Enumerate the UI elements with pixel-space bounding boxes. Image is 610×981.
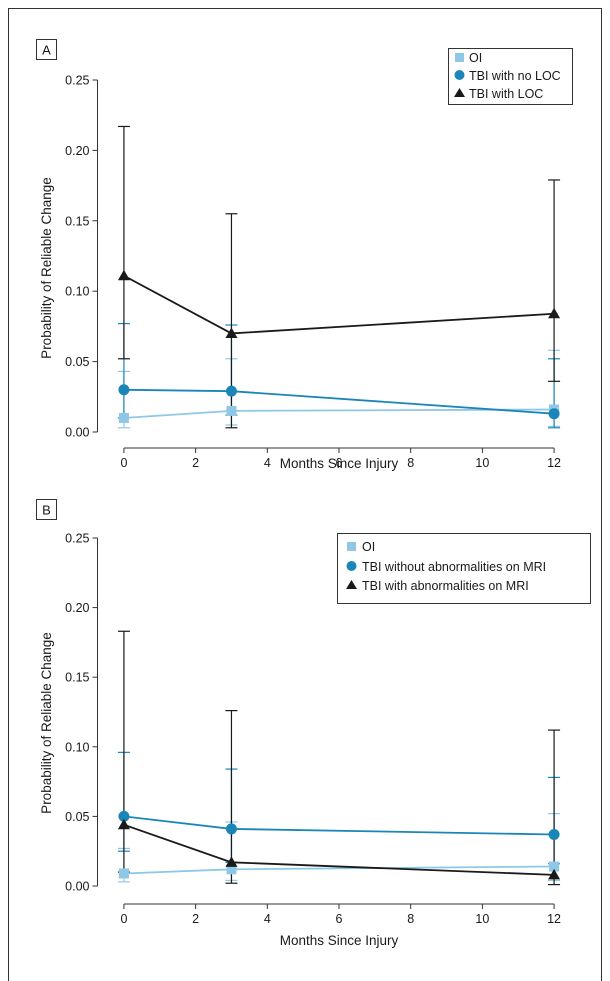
data-point-circle <box>225 823 237 835</box>
panel-b-x-tick-label: 8 <box>407 912 414 926</box>
panel-a-legend-item-tbi-no-loc: TBI with no LOC <box>469 69 561 83</box>
panel-b-axes: 0.00 0.05 0.10 0.15 0.20 0.25 0 2 4 6 8 10 12 <box>65 532 561 927</box>
panel-a-y-tick-label: 0.05 <box>65 355 89 369</box>
panel-a-x-tick-label: 10 <box>475 456 489 470</box>
panel-a-x-tick-label: 2 <box>192 456 199 470</box>
panel-b-x-tick-label: 2 <box>192 912 199 926</box>
panel-a-y-axis-title: Probability of Reliable Change <box>39 177 54 359</box>
data-point-circle <box>225 385 237 397</box>
legend-tbi-mri-abn-triangle-icon <box>346 580 357 589</box>
legend-oi-square-icon <box>455 53 464 62</box>
panel-a-x-tick-label: 6 <box>336 456 343 470</box>
panel-a-y-tick-label: 0.10 <box>65 285 89 299</box>
data-point-square <box>118 412 129 423</box>
panel-a-axes: 0.00 0.05 0.10 0.15 0.20 0.25 0 2 4 6 8 10 12 <box>65 74 561 471</box>
panel-b-y-tick-label: 0.25 <box>65 532 89 546</box>
panel-a-label-box <box>36 39 57 60</box>
figure-frame <box>8 8 602 981</box>
legend-tbi-no-mri-abn-circle-icon <box>346 561 357 571</box>
legend-oi-square-icon <box>347 542 356 551</box>
panel-a-series-triangle <box>117 125 561 429</box>
panel-a-y-tick-label: 0.25 <box>65 74 89 88</box>
panel-b-x-tick-label: 0 <box>120 912 127 926</box>
panel-a-x-tick-label: 8 <box>407 456 414 470</box>
panel-b-label-box <box>36 499 57 520</box>
panel-a-x-tick-label: 0 <box>120 456 127 470</box>
panel-a: A 0.00 0.05 0.10 0.15 0.20 0.25 0 2 4 6 8 10 12 OI T… <box>36 39 573 471</box>
panel-b-y-axis-title: Probability of Reliable Change <box>39 632 54 814</box>
data-point-triangle <box>225 327 238 338</box>
panel-b-legend-item-oi: OI <box>362 540 375 554</box>
panel-b-legend: OI TBI without abnormalities on MRI TBI … <box>337 533 591 604</box>
panel-b-x-tick-label: 4 <box>264 912 271 926</box>
panel-b-y-tick-label: 0.20 <box>65 601 89 615</box>
panel-a-x-tick-label: 12 <box>547 456 561 470</box>
data-point-triangle <box>117 818 130 830</box>
data-point-circle <box>548 828 560 840</box>
panel-b-y-tick-label: 0.00 <box>65 880 89 894</box>
panel-b-label: B <box>42 503 51 518</box>
panel-a-label: A <box>42 43 51 58</box>
panel-b-series-circle <box>117 751 561 865</box>
data-point-circle <box>548 408 560 420</box>
data-point-square <box>549 861 560 872</box>
panel-b-series <box>117 630 561 886</box>
panel-b-y-tick-label: 0.15 <box>65 671 89 685</box>
series-line-square <box>123 408 555 419</box>
series-line-triangle <box>123 274 555 335</box>
data-point-circle <box>118 384 130 396</box>
panel-a-series-square <box>117 349 561 429</box>
panel-b-x-axis-title: Months Since Injury <box>280 933 399 948</box>
panel-a-x-tick-label: 4 <box>264 456 271 470</box>
panel-b-x-tick-label: 12 <box>547 912 561 926</box>
panel-b-x-tick-label: 10 <box>475 912 489 926</box>
legend-tbi-no-loc-circle-icon <box>454 70 465 80</box>
panel-a-y-tick-label: 0.20 <box>65 144 89 158</box>
data-point-circle <box>118 810 130 822</box>
panel-a-x-axis-title: Months Since Injury <box>280 456 399 471</box>
panel-a-legend-box <box>448 48 573 105</box>
series-line-circle <box>123 815 555 836</box>
legend-tbi-loc-triangle-icon <box>454 88 465 97</box>
data-point-square <box>118 868 129 879</box>
panel-a-series-circle <box>117 322 561 429</box>
data-point-triangle <box>548 868 561 880</box>
data-point-triangle <box>225 856 238 867</box>
panel-b-legend-box <box>337 533 591 604</box>
panel-b-x-tick-label: 6 <box>336 912 343 926</box>
data-point-triangle <box>548 307 561 319</box>
panel-a-series <box>117 125 561 429</box>
panel-a-y-tick-label: 0.15 <box>65 214 89 228</box>
panel-a-y-tick-label: 0.00 <box>65 426 89 440</box>
panel-b-y-tick-label: 0.10 <box>65 740 89 754</box>
data-point-triangle <box>117 269 130 281</box>
panel-a-legend-item-oi: OI <box>469 51 482 65</box>
data-point-square <box>226 405 237 416</box>
panel-a-legend: OI TBI with no LOC TBI with LOC <box>448 48 573 105</box>
panel-b-legend-item-tbi-mri-abn: TBI with abnormalities on MRI <box>362 579 529 593</box>
panel-b: B 0.00 0.05 0.10 0.15 0.20 0.25 0 2 4 6 8 10 12 OI T… <box>36 499 591 948</box>
panel-b-y-tick-label: 0.05 <box>65 810 89 824</box>
panel-a-legend-item-tbi-loc: TBI with LOC <box>469 87 543 101</box>
data-point-square <box>226 864 237 875</box>
panel-b-legend-item-tbi-no-mri-abn: TBI without abnormalities on MRI <box>362 560 546 574</box>
